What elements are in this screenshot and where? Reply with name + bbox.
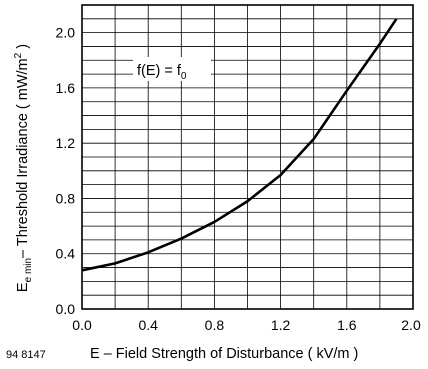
x-tick-label: 0.4	[138, 317, 158, 333]
y-axis-label-sub: e min	[23, 258, 34, 282]
y-tick-label: 0.4	[56, 246, 76, 262]
x-tick-label: 0.8	[205, 317, 225, 333]
series-line	[81, 18, 398, 272]
y-axis-label-sup: 2	[13, 52, 24, 58]
x-tick-label: 1.2	[271, 317, 291, 333]
x-tick-label: 2.0	[401, 317, 421, 333]
y-tick-label: 0.0	[56, 301, 76, 317]
series-layer	[81, 18, 398, 272]
plot-frame	[81, 4, 414, 310]
annotation-label: f(E) = f0	[137, 63, 187, 82]
y-axis-label-main: E	[15, 282, 31, 292]
x-tick-label: 0.0	[72, 317, 92, 333]
x-tick-labels: 0.0 0.4 0.8 1.2 1.6 2.0	[72, 317, 421, 333]
figure-number: 94 8147	[6, 349, 46, 361]
grid	[82, 5, 413, 309]
annotation-base: f(E) = f	[137, 63, 182, 79]
y-tick-label: 0.8	[56, 190, 76, 206]
annotation-subscript: 0	[181, 71, 187, 82]
y-axis-label-end: )	[15, 44, 31, 53]
y-axis-label-rest: – Threshold Irradiance ( mW/m	[15, 58, 31, 258]
annotation-background	[133, 57, 211, 81]
x-tick-label: 1.6	[337, 317, 357, 333]
y-tick-label: 2.0	[56, 25, 76, 41]
y-tick-label: 1.2	[56, 135, 76, 151]
y-tick-label: 1.6	[56, 80, 76, 96]
x-axis-label: E – Field Strength of Disturbance ( kV/m…	[90, 346, 358, 362]
y-axis-label: Ee min– Threshold Irradiance ( mW/m2 )	[13, 44, 34, 292]
y-tick-labels: 0.0 0.4 0.8 1.2 1.6 2.0	[56, 25, 76, 317]
